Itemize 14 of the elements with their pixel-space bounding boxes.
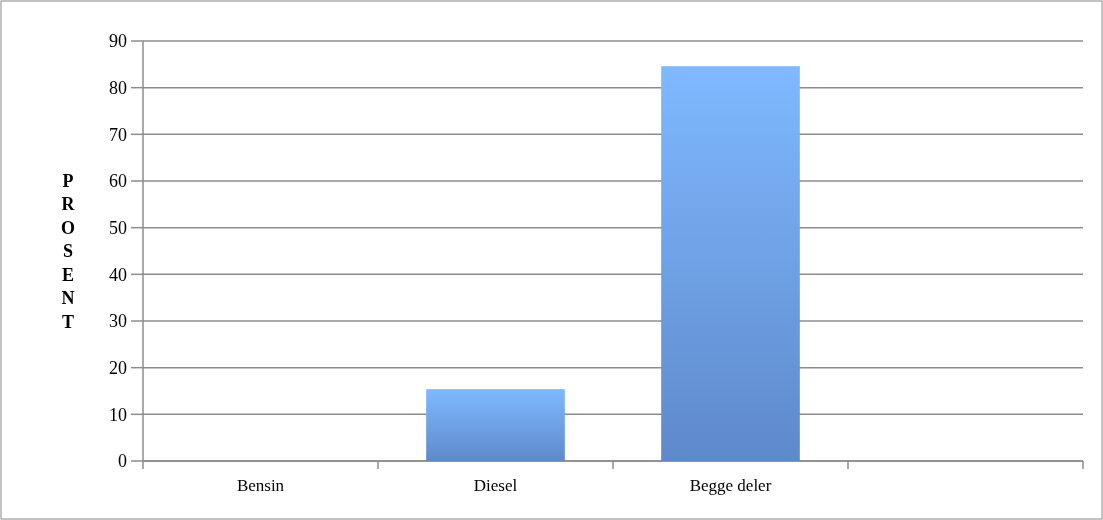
- y-tick-label: 90: [109, 31, 127, 52]
- y-tick-label: 60: [109, 171, 127, 192]
- y-tick-label: 70: [109, 124, 127, 145]
- y-tick-label: 40: [109, 264, 127, 285]
- y-tick-label: 0: [118, 451, 127, 472]
- y-tick-label: 50: [109, 217, 127, 238]
- y-tick-label: 10: [109, 404, 127, 425]
- y-tick-label: 80: [109, 77, 127, 98]
- y-tick-label: 20: [109, 357, 127, 378]
- x-tick-label: Bensin: [236, 476, 285, 495]
- y-tick-label: 30: [109, 311, 127, 332]
- x-tick-label: Begge deler: [689, 476, 772, 495]
- y-axis-title: PROSENT: [60, 170, 76, 332]
- x-tick-label: Diesel: [473, 476, 518, 495]
